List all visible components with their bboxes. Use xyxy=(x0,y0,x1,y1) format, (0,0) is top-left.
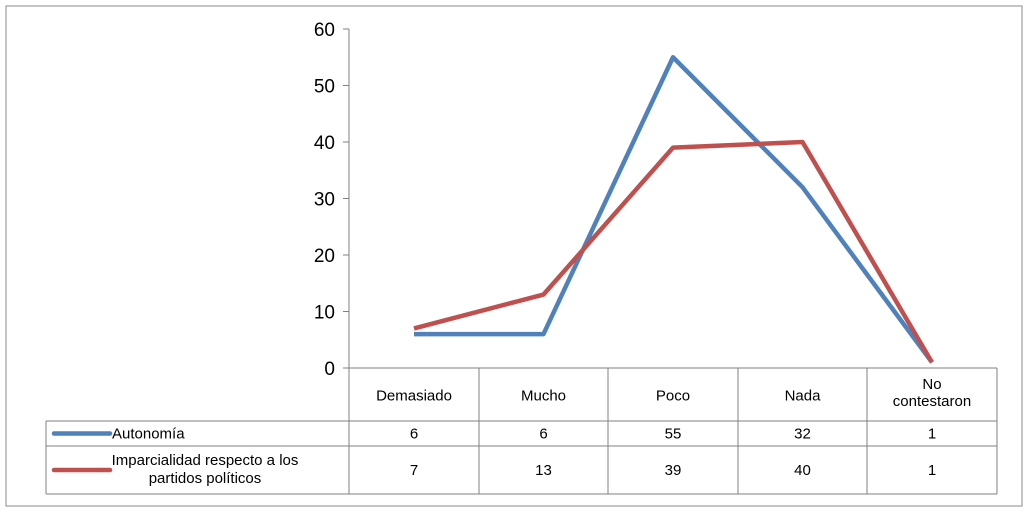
series-line-1 xyxy=(414,55,934,364)
table-value: 1 xyxy=(928,462,936,479)
y-tick-label: 20 xyxy=(314,246,335,267)
series-name: Imparcialidad respecto a los partidos pol… xyxy=(112,452,299,487)
category-label: Nada xyxy=(785,388,822,405)
y-tick-label: 60 xyxy=(314,20,335,41)
series-line-2 xyxy=(413,139,934,364)
series-lines xyxy=(413,55,934,364)
y-tick-label: 30 xyxy=(314,190,335,211)
table-value: 55 xyxy=(665,426,682,443)
y-tick-label: 0 xyxy=(324,359,335,380)
category-label: Poco xyxy=(656,388,690,405)
data-table: Demasiado Mucho Poco Nada No contestaron Auton… xyxy=(45,367,998,495)
category-label: Demasiado xyxy=(376,388,452,405)
y-tick-label: 40 xyxy=(314,133,335,154)
table-value: 6 xyxy=(539,426,547,443)
category-label: Mucho xyxy=(521,388,566,405)
table-value: 32 xyxy=(794,426,811,443)
table-value: 7 xyxy=(410,462,418,479)
y-axis: 0 10 20 30 40 50 60 xyxy=(314,20,350,380)
category-label: No contestaron xyxy=(893,376,971,410)
table-value: 1 xyxy=(928,426,936,443)
table-value: 6 xyxy=(410,426,418,443)
y-tick-label: 50 xyxy=(314,77,335,98)
y-tick-label: 10 xyxy=(314,303,335,324)
series-name: Autonomía xyxy=(112,426,185,443)
table-value: 39 xyxy=(665,462,682,479)
table-value: 13 xyxy=(535,462,552,479)
table-value: 40 xyxy=(794,462,811,479)
